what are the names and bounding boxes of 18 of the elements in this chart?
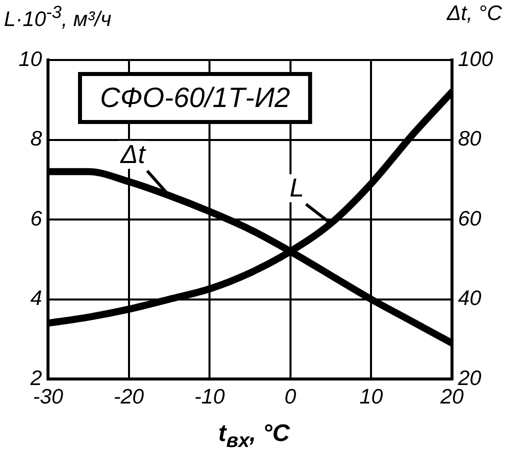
y-tick-label: 10 [18, 48, 42, 71]
x-tick-label: 10 [360, 385, 384, 408]
text: СФО-60/1Т-И2 [100, 82, 291, 113]
y2-tick-label: 80 [458, 128, 482, 151]
x-tick-label: -10 [194, 385, 226, 408]
y2-tick-label: 60 [458, 207, 482, 230]
y2-tick-label: 40 [458, 287, 482, 310]
x-tick-label: 0 [284, 385, 297, 408]
x-axis-title: t$_{вх}$, °C [217, 420, 291, 453]
y-tick-label: 4 [30, 287, 42, 310]
y-tick-label: 8 [30, 128, 42, 151]
series-label: L [290, 172, 304, 202]
y2-axis-title: Δt, °C [446, 2, 502, 26]
y-axis-title: L·10$^{-3}$, м³/ч [4, 2, 112, 32]
y-tick-label: 6 [30, 207, 42, 230]
x-tick-label: -20 [114, 385, 144, 408]
series-label: Δt [120, 139, 147, 170]
y2-tick-label: 100 [458, 48, 494, 71]
